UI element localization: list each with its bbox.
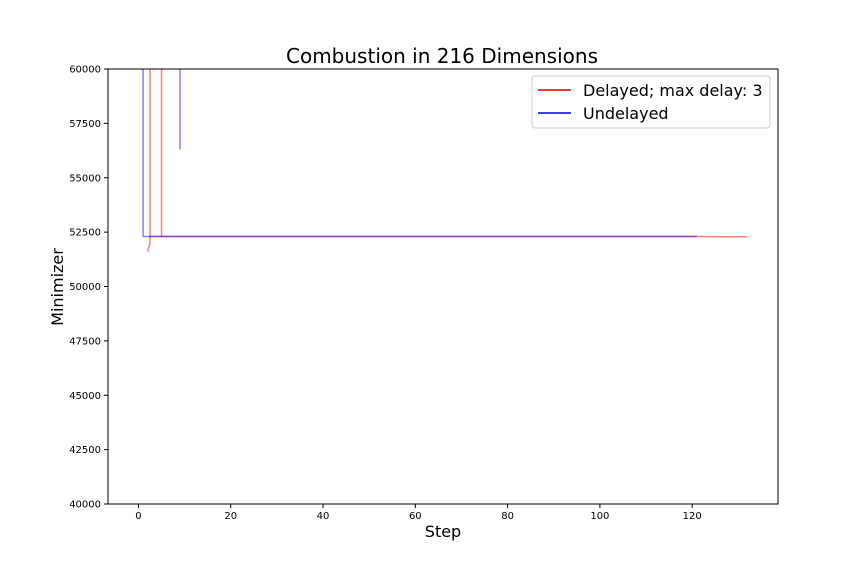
legend: Delayed; max delay: 3 Undelayed xyxy=(531,75,771,129)
y-axis-label: Minimizer xyxy=(48,248,67,326)
legend-box xyxy=(531,75,771,129)
x-tick-label: 80 xyxy=(501,511,514,522)
series-0-segment-1 xyxy=(149,69,163,238)
legend-label-undelayed: Undelayed xyxy=(583,104,669,123)
x-tick-label: 20 xyxy=(224,511,237,522)
y-tick-label: 60000 xyxy=(69,65,101,76)
y-tick-label: 40000 xyxy=(69,500,101,511)
x-tick-label: 40 xyxy=(317,511,330,522)
chart-title: Combustion in 216 Dimensions xyxy=(286,44,598,68)
x-tick-label: 100 xyxy=(590,511,609,522)
x-tick-label: 0 xyxy=(135,511,141,522)
y-tick-label: 57500 xyxy=(69,119,101,130)
y-tick-label: 55000 xyxy=(69,173,101,184)
y-tick-label: 50000 xyxy=(69,282,101,293)
legend-label-delayed: Delayed; max delay: 3 xyxy=(583,81,763,100)
y-tick-label: 42500 xyxy=(69,445,101,456)
x-tick-label: 120 xyxy=(683,511,702,522)
series-layer xyxy=(142,69,748,252)
x-tick-label: 60 xyxy=(409,511,422,522)
series-0-segment-0 xyxy=(146,69,151,252)
y-tick-label: 52500 xyxy=(69,228,101,239)
series-1-segment-0 xyxy=(142,69,697,238)
x-axis-label: Step xyxy=(425,522,461,541)
plot-frame xyxy=(107,68,779,505)
y-axis: 40000 42500 45000 47500 50000 52500 55000 57500… xyxy=(69,65,108,511)
y-tick-label: 47500 xyxy=(69,336,101,347)
x-axis: 0 20 40 60 80 100 120 xyxy=(135,504,702,522)
y-tick-label: 45000 xyxy=(69,391,101,402)
